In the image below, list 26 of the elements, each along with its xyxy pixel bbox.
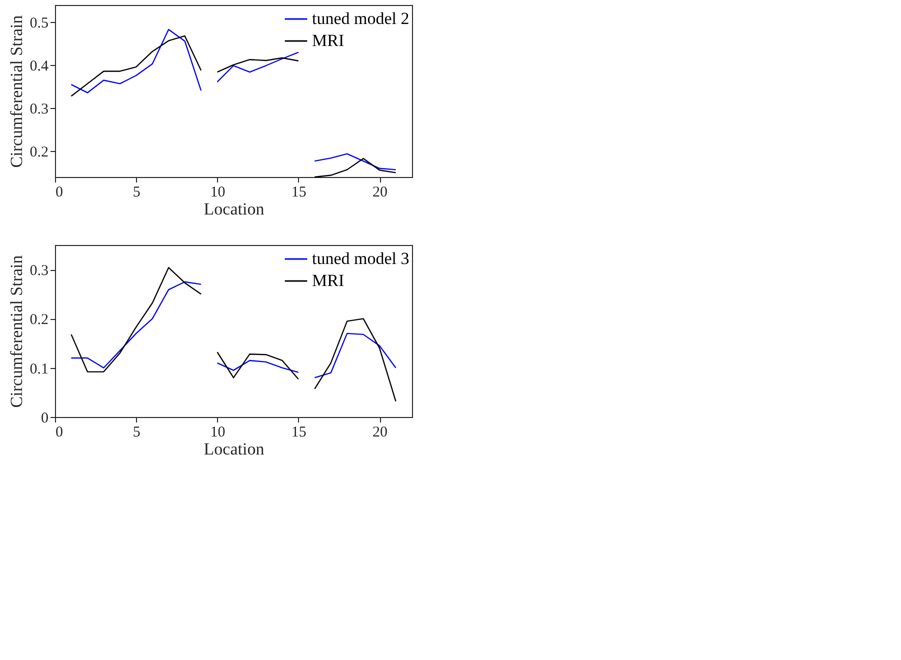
- x-tick-label: 15: [291, 424, 306, 440]
- x-axis-title: Location: [204, 200, 265, 218]
- legend-label: tuned model 2: [312, 9, 410, 28]
- legend-label: MRI: [312, 271, 344, 290]
- y-tick-label: 0.4: [30, 58, 49, 75]
- x-tick-label: 5: [132, 184, 140, 200]
- y-tick-label: 0.3: [30, 102, 48, 118]
- y-axis-title: Circumferential Strain: [6, 254, 26, 408]
- x-tick-label: 5: [132, 424, 140, 440]
- y-tick-label: 0.2: [30, 312, 48, 328]
- x-axis-title: Location: [204, 440, 265, 458]
- x-tick-label: 0: [56, 424, 63, 440]
- x-tick-label: 15: [291, 184, 306, 200]
- y-tick-label: 0.3: [30, 263, 48, 280]
- y-tick-label: 0.2: [30, 144, 48, 161]
- y-tick-label: 0.1: [30, 361, 48, 378]
- y-tick-label: 0.5: [30, 16, 48, 32]
- y-tick-label: 0: [41, 410, 48, 426]
- x-tick-label: 20: [372, 424, 388, 440]
- legend-label: tuned model 3: [312, 249, 410, 268]
- legend-label: MRI: [312, 31, 344, 50]
- y-axis-title: Circumferential Strain: [6, 14, 26, 168]
- x-tick-label: 10: [210, 424, 226, 440]
- x-tick-label: 0: [56, 184, 63, 200]
- x-tick-label: 20: [372, 184, 388, 200]
- x-tick-label: 10: [210, 184, 226, 200]
